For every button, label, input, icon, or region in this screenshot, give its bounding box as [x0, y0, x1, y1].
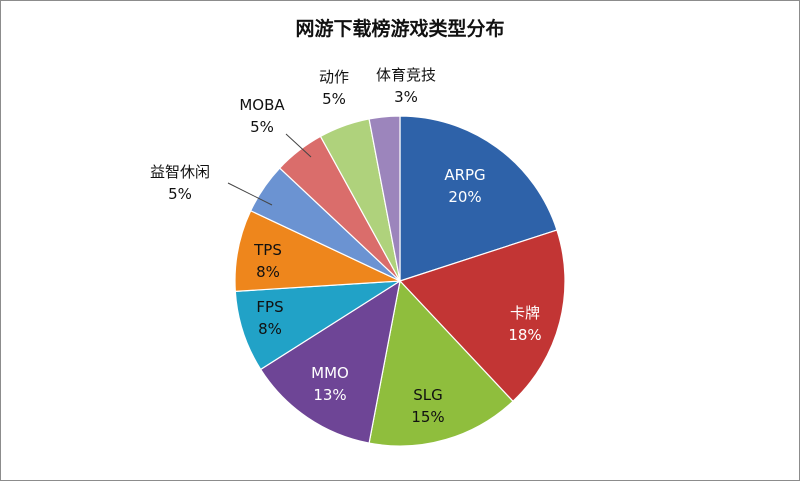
chart-title: 网游下载榜游戏类型分布: [295, 18, 505, 40]
slice-name-label-0: ARPG: [444, 166, 485, 184]
pie-slice-1: [398, 229, 566, 403]
slice-name-label-9: 体育竞技: [376, 66, 436, 84]
slice-name-label-5: TPS: [253, 241, 282, 259]
slice-name-label-3: MMO: [311, 364, 349, 382]
slice-name-label-6: 益智休闲: [150, 163, 210, 181]
slice-percent-label-6: 5%: [168, 185, 192, 203]
pie-slice-0: [399, 115, 558, 282]
slice-percent-label-4: 8%: [258, 320, 282, 338]
slice-percent-label-5: 8%: [256, 263, 280, 281]
leader-line-6: [227, 182, 273, 206]
pie-slice-9: [368, 115, 401, 282]
slice-percent-label-8: 5%: [322, 90, 346, 108]
slice-name-label-1: 卡牌: [510, 304, 540, 322]
slice-name-label-7: MOBA: [239, 96, 285, 114]
slice-percent-label-3: 13%: [313, 386, 346, 404]
slice-name-label-4: FPS: [256, 298, 283, 316]
pie-slice-3: [259, 279, 401, 444]
slice-percent-label-9: 3%: [394, 88, 418, 106]
slice-percent-label-1: 18%: [508, 326, 541, 344]
slice-percent-label-0: 20%: [448, 188, 481, 206]
slice-name-label-2: SLG: [413, 386, 443, 404]
slice-percent-label-2: 15%: [411, 408, 444, 426]
slice-percent-label-7: 5%: [250, 118, 274, 136]
leader-line-7: [285, 133, 312, 158]
pie-slice-2: [368, 279, 514, 447]
slice-name-label-8: 动作: [319, 68, 349, 86]
